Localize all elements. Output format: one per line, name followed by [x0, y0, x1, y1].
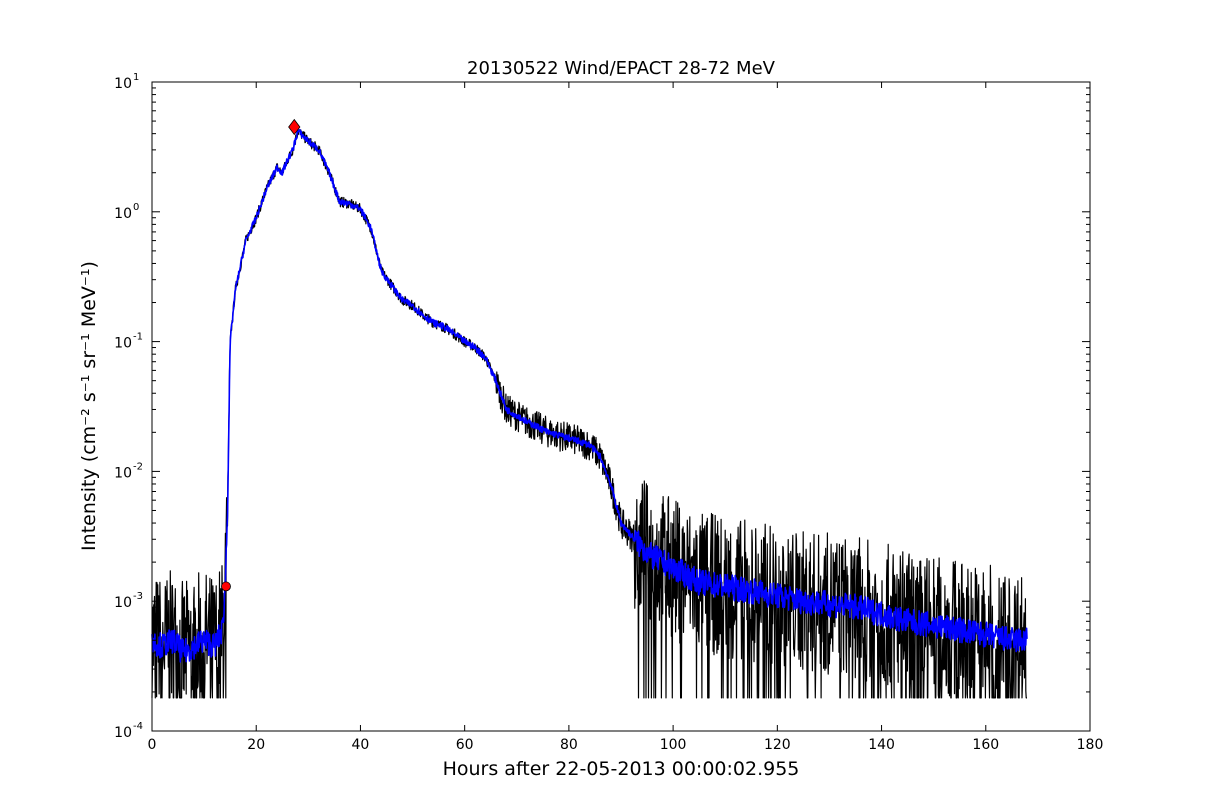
- y-tick-exponent: -4: [133, 721, 143, 732]
- x-tick-label: 0: [148, 737, 157, 753]
- x-tick-label: 60: [456, 737, 474, 753]
- x-tick-label: 40: [352, 737, 370, 753]
- y-tick-label: 10: [114, 76, 132, 92]
- plot-frame: [151, 81, 1091, 732]
- x-axis-ticks: 0 20 40 60 80 100 120 140 160 180: [148, 82, 1104, 753]
- y-tick-label: 10: [114, 206, 132, 222]
- peak-marker: [288, 118, 301, 136]
- x-tick-label: 160: [972, 737, 999, 753]
- y-tick-exponent: -2: [133, 461, 143, 472]
- plot-area: [151, 81, 1091, 732]
- x-tick-label: 100: [660, 737, 687, 753]
- y-tick-exponent: 0: [133, 202, 139, 213]
- y-tick-label: 10: [114, 725, 132, 741]
- y-tick-label: 10: [114, 465, 132, 481]
- x-tick-label: 140: [868, 737, 895, 753]
- x-tick-label: 20: [247, 737, 265, 753]
- y-axis-label: Intensity (cm⁻² s⁻¹ sr⁻¹ MeV⁻¹): [78, 261, 100, 551]
- x-tick-label: 80: [560, 737, 578, 753]
- event-markers: [221, 118, 301, 592]
- y-tick-label: 10: [114, 336, 132, 352]
- chart-title: 20130522 Wind/EPACT 28-72 MeV: [467, 58, 776, 79]
- y-tick-label: 10: [114, 595, 132, 611]
- y-tick-exponent: -1: [133, 332, 143, 343]
- onset-marker: [221, 581, 231, 592]
- x-tick-label: 120: [764, 737, 791, 753]
- x-axis-label: Hours after 22-05-2013 00:00:02.955: [443, 758, 800, 780]
- y-tick-exponent: -3: [133, 591, 143, 602]
- x-tick-label: 180: [1077, 737, 1104, 753]
- y-tick-exponent: 1: [133, 72, 139, 83]
